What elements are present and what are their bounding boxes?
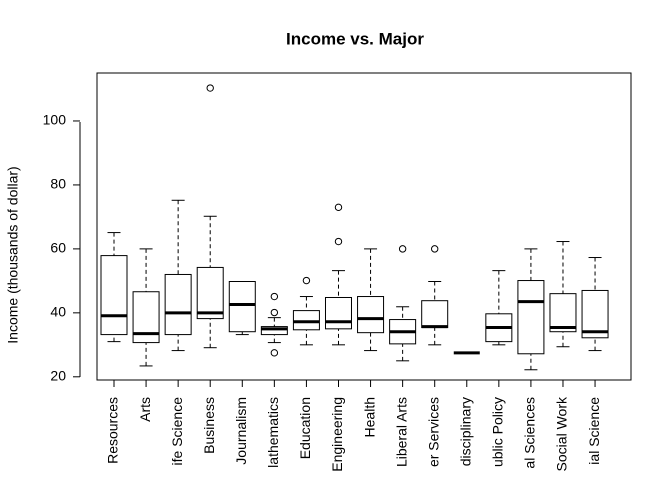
x-tick-label: Journalism (233, 397, 249, 465)
outlier (302, 276, 311, 285)
box (324, 296, 352, 330)
x-tick-label: Engineering (329, 397, 345, 472)
box (581, 289, 609, 339)
box (421, 300, 449, 329)
box (549, 293, 577, 333)
outlier (334, 203, 343, 212)
x-tick-label: ublic Policy (490, 397, 506, 467)
x-tick-label: Education (297, 397, 313, 459)
outlier (398, 245, 407, 253)
outlier (270, 308, 279, 317)
y-tick-label: 100 (43, 112, 67, 128)
y-tick-label: 60 (50, 240, 66, 256)
box (517, 280, 545, 355)
box (164, 273, 192, 336)
x-tick-label: Arts (137, 397, 153, 422)
x-tick-label: Liberal Arts (393, 397, 409, 467)
box (100, 255, 128, 336)
box (260, 326, 288, 336)
outlier (431, 245, 439, 253)
outlier (206, 84, 214, 92)
x-tick-label: Resources (105, 397, 121, 464)
box (196, 266, 224, 320)
x-tick-label: Business (201, 397, 217, 454)
y-tick-label: 80 (50, 176, 66, 192)
x-tick-label: Social Work (554, 396, 570, 471)
outlier (270, 292, 279, 301)
y-tick-label: 20 (50, 368, 66, 384)
x-tick-label: ife Science (169, 397, 185, 466)
y-tick-label: 40 (50, 304, 66, 320)
chart-title: Income vs. Major (286, 29, 424, 48)
x-tick-label: disciplinary (457, 397, 473, 466)
box (228, 281, 256, 333)
x-tick-label: lathematics (265, 397, 281, 468)
outlier (270, 349, 279, 357)
x-tick-label: er Services (425, 397, 441, 467)
x-tick-label: al Sciences (522, 397, 538, 469)
box (357, 296, 385, 334)
x-tick-label: ial Science (586, 397, 602, 465)
outlier (334, 237, 343, 246)
x-tick-label: Health (361, 397, 377, 437)
y-axis-label: Income (thousands of dollar) (5, 166, 21, 343)
box (292, 310, 320, 331)
